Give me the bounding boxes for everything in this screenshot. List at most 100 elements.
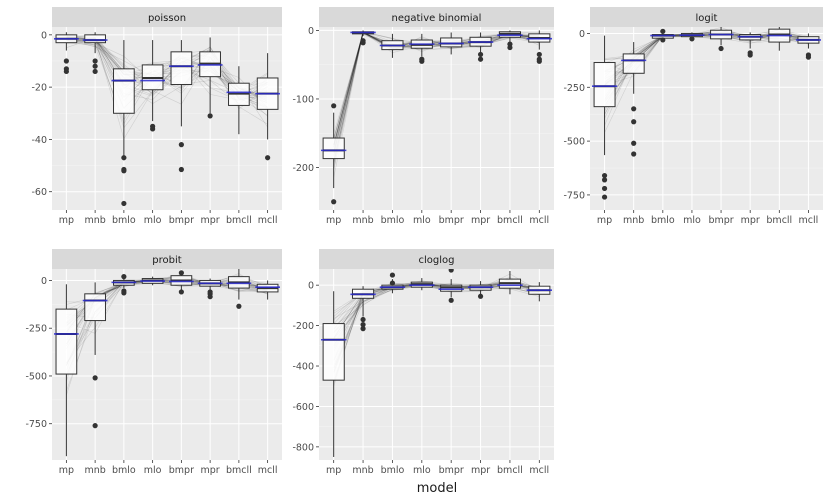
outlier-point <box>448 269 454 273</box>
facet-panel-0: poisson -60 -40 -20 0 mp mnb bmlo mlo bmpr mpr bmcl… <box>31 7 282 226</box>
y-tick-label: 0 <box>308 281 314 292</box>
outlier-point <box>477 56 484 62</box>
x-tick-label: bmcll <box>766 215 792 226</box>
outlier-point <box>207 113 213 119</box>
outlier-point <box>150 126 156 132</box>
x-tick-label: mpr <box>741 215 760 226</box>
facet-title: probit <box>152 255 181 266</box>
trace-line <box>333 32 540 170</box>
x-tick-label: bmcll <box>226 215 252 226</box>
x-tick-label: mp <box>59 215 74 226</box>
box-body <box>440 37 463 48</box>
x-tick-label: mnb <box>352 215 373 226</box>
panel-background <box>319 269 554 460</box>
y-tick-label: 0 <box>308 26 314 37</box>
trace-line <box>66 37 268 117</box>
outlier-point <box>92 58 98 64</box>
outlier-point <box>92 68 98 75</box>
outlier-point <box>631 151 637 157</box>
outlier-point <box>360 40 366 46</box>
y-tick-label: -250 <box>25 324 47 335</box>
x-tick-label: mnb <box>84 465 105 476</box>
panel-content <box>321 30 552 205</box>
x-tick-label: mp <box>326 215 341 226</box>
trace-line <box>333 32 540 165</box>
trace-line <box>66 34 268 109</box>
box-body <box>170 51 193 86</box>
box-body <box>593 62 616 108</box>
outlier-point <box>631 106 637 112</box>
mean-lines <box>592 33 821 88</box>
box-bmpr <box>440 269 463 303</box>
box-mcll <box>256 280 279 300</box>
outlier-point <box>477 293 484 299</box>
panel-content <box>54 269 280 457</box>
outlier-point <box>389 272 396 278</box>
box-body <box>84 293 106 322</box>
outlier-point <box>121 290 127 296</box>
x-tick-label: bmlo <box>112 465 136 476</box>
x-tick-label: mlo <box>413 465 431 476</box>
box-mp <box>593 35 616 200</box>
panel-background <box>52 27 282 210</box>
x-tick-label: mcll <box>529 215 549 226</box>
x-tick-label: bmcll <box>497 215 523 226</box>
facet-title: logit <box>696 13 718 24</box>
outlier-point <box>178 166 184 173</box>
facet-strip <box>590 7 823 27</box>
outlier-point <box>689 36 695 42</box>
x-axis-title: model <box>417 481 457 496</box>
outlier-point <box>601 172 608 179</box>
box-bmpr <box>170 270 193 295</box>
y-tick-label: -60 <box>31 187 47 198</box>
outlier-point <box>92 423 98 429</box>
outlier-point <box>178 142 184 148</box>
outlier-point <box>207 294 213 300</box>
x-tick-label: bmpr <box>169 215 194 226</box>
outlier-point <box>178 270 184 276</box>
x-tick-label: mlo <box>683 215 701 226</box>
y-tick-label: 0 <box>579 29 585 40</box>
trace-line <box>66 37 268 102</box>
y-tick-label: -100 <box>292 94 314 105</box>
outlier-point <box>805 54 812 60</box>
x-tick-label: mlo <box>144 465 162 476</box>
facet-panel-3: probit -750 -500 -250 0 mp mnb bmlo mlo bmpr mpr bm… <box>25 249 282 476</box>
y-tick-label: -200 <box>292 321 314 332</box>
outlier-point <box>718 45 724 52</box>
outlier-point <box>601 194 608 200</box>
outlier-point <box>121 155 127 161</box>
facet-title: cloglog <box>419 255 455 266</box>
x-tick-label: mcll <box>258 215 278 226</box>
box-body <box>322 137 345 160</box>
facet-strip <box>319 249 554 269</box>
outlier-point <box>389 280 396 286</box>
outlier-point <box>747 52 753 58</box>
x-tick-label: mcll <box>529 465 549 476</box>
outlier-point <box>331 103 337 109</box>
box-body <box>113 68 135 114</box>
x-tick-label: mnb <box>352 465 373 476</box>
facet-strip <box>319 7 554 27</box>
box-mnb <box>622 42 645 157</box>
y-tick-label: -500 <box>563 137 585 148</box>
facet-panel-4: cloglog -800 -600 -400 -200 0 mp mnb bmlo mlo bmpr… <box>292 249 554 476</box>
x-tick-label: mcll <box>799 215 819 226</box>
x-tick-label: mpr <box>201 465 220 476</box>
outlier-point <box>92 63 98 69</box>
mean-lines <box>54 280 280 335</box>
x-tick-label: bmcll <box>226 465 252 476</box>
facet-panel-2: logit -750 -500 -250 0 mp mnb bmlo mlo bmpr mpr bmc… <box>563 7 823 226</box>
y-tick-label: 0 <box>41 30 47 41</box>
y-tick-label: -750 <box>563 190 585 201</box>
x-tick-label: mp <box>326 465 341 476</box>
facet-title: negative binomial <box>392 13 482 24</box>
y-tick-label: -250 <box>563 83 585 94</box>
y-tick-label: 0 <box>41 276 47 287</box>
y-tick-label: -500 <box>25 371 47 382</box>
box-bmcll <box>228 66 250 135</box>
outlier-point <box>419 58 425 64</box>
trace-line <box>333 32 540 148</box>
